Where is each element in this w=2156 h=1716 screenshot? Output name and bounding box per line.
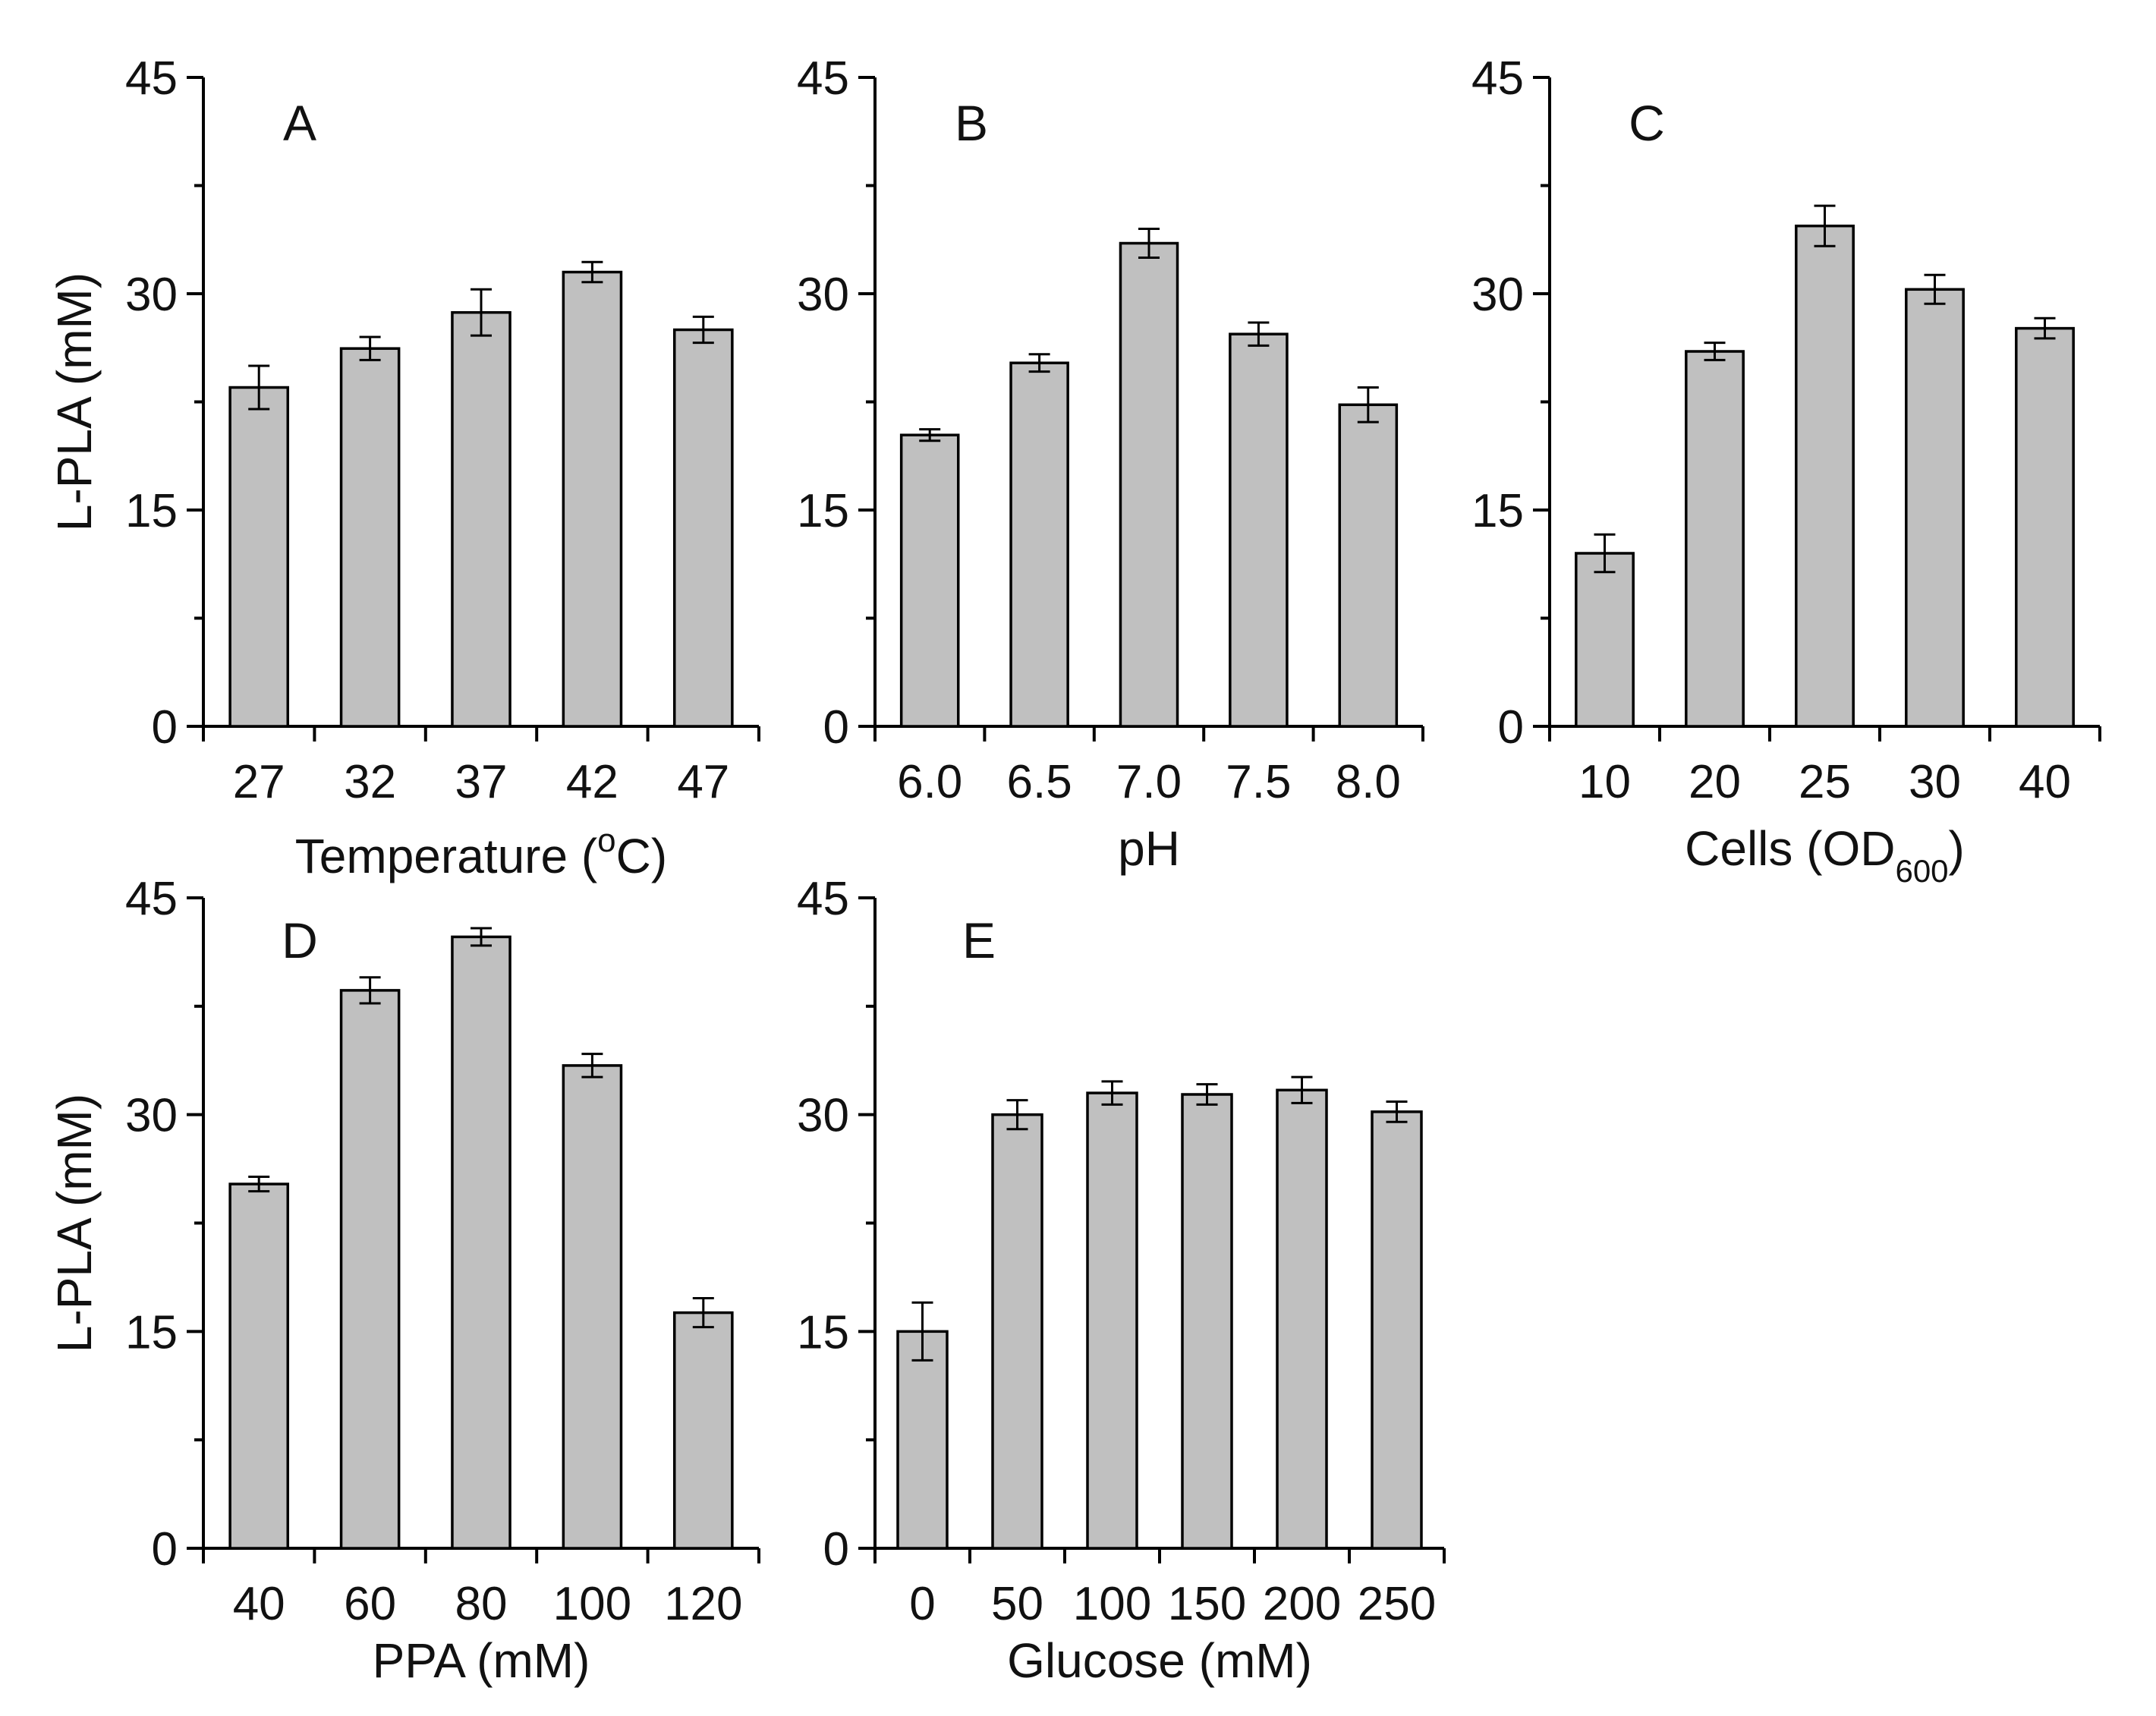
x-tick-label: 120 bbox=[664, 1578, 742, 1630]
x-axis-title: Temperature (oC) bbox=[295, 822, 667, 883]
chart-panel-d: 0 15 30 45 40 60 80 100 120 D PPA (mM) L-PLA (mM) bbox=[47, 873, 760, 1688]
y-tick-label: 45 bbox=[797, 873, 849, 925]
x-tick-label: 100 bbox=[1073, 1578, 1151, 1630]
x-axis-title: Cells (OD600) bbox=[1685, 821, 1965, 889]
x-tick-label: 42 bbox=[566, 756, 618, 808]
y-tick-label: 30 bbox=[1471, 269, 1524, 321]
chart-panel-b: 0 15 30 45 6.0 6.5 7.0 7.5 8.0 BpH bbox=[797, 52, 1424, 876]
bar-6.0 bbox=[899, 433, 960, 728]
y-tick-label: 30 bbox=[125, 269, 178, 321]
x-axis-title: Glucose (mM) bbox=[1007, 1633, 1312, 1688]
y-tick-label: 0 bbox=[152, 701, 178, 754]
bar-27 bbox=[228, 386, 290, 728]
bar-25 bbox=[1795, 224, 1855, 728]
y-tick-label: 0 bbox=[823, 1523, 849, 1576]
bar-6.5 bbox=[1009, 361, 1069, 728]
bar-150 bbox=[1181, 1093, 1233, 1550]
x-tick-label: 6.5 bbox=[1006, 756, 1072, 808]
bar-30 bbox=[1905, 288, 1965, 728]
x-tick-label: 80 bbox=[455, 1578, 508, 1630]
x-axis-title: pH bbox=[1118, 821, 1180, 876]
x-tick-label: 200 bbox=[1263, 1578, 1341, 1630]
bar-20 bbox=[1685, 350, 1745, 728]
chart-panel-c: 0 15 30 45 10 20 25 30 40 C Cells (OD600) bbox=[1471, 52, 2101, 889]
bar-42 bbox=[562, 270, 623, 728]
x-tick-label: 20 bbox=[1689, 756, 1741, 808]
x-tick-label: 150 bbox=[1168, 1578, 1246, 1630]
y-tick-label: 0 bbox=[823, 701, 849, 754]
y-tick-label: 15 bbox=[125, 1306, 178, 1359]
y-tick-label: 30 bbox=[797, 269, 849, 321]
x-tick-label: 37 bbox=[455, 756, 508, 808]
bar-40 bbox=[2015, 326, 2075, 728]
bar-8.0 bbox=[1338, 403, 1399, 728]
y-tick-label: 30 bbox=[125, 1090, 178, 1142]
x-tick-label: 40 bbox=[233, 1578, 285, 1630]
panel-letter: B bbox=[955, 95, 988, 151]
x-tick-label: 40 bbox=[2019, 756, 2071, 808]
y-axis-title: L-PLA (mM) bbox=[47, 1094, 102, 1352]
y-tick-label: 15 bbox=[1471, 485, 1524, 537]
y-tick-label: 30 bbox=[797, 1090, 849, 1142]
y-axis-title: L-PLA (mM) bbox=[47, 272, 102, 531]
x-tick-label: 6.0 bbox=[897, 756, 962, 808]
y-tick-label: 45 bbox=[125, 873, 178, 925]
bar-32 bbox=[339, 347, 401, 728]
bar-37 bbox=[451, 310, 511, 728]
panel-letter: C bbox=[1629, 95, 1665, 151]
x-tick-label: 27 bbox=[233, 756, 285, 808]
bar-0 bbox=[896, 1330, 949, 1550]
x-tick-label: 7.5 bbox=[1226, 756, 1291, 808]
bar-60 bbox=[339, 989, 401, 1550]
y-tick-label: 45 bbox=[125, 52, 178, 105]
bar-7.0 bbox=[1119, 241, 1179, 728]
panel-letter: E bbox=[962, 912, 996, 968]
panel-letter: A bbox=[283, 95, 316, 151]
x-tick-label: 0 bbox=[909, 1578, 935, 1630]
bar-40 bbox=[228, 1182, 290, 1550]
x-tick-label: 7.0 bbox=[1116, 756, 1182, 808]
x-tick-label: 32 bbox=[344, 756, 396, 808]
x-tick-label: 100 bbox=[553, 1578, 631, 1630]
bar-120 bbox=[672, 1311, 734, 1550]
x-tick-label: 30 bbox=[1909, 756, 1961, 808]
bar-47 bbox=[672, 328, 734, 728]
y-tick-label: 15 bbox=[125, 485, 178, 537]
bar-10 bbox=[1575, 552, 1635, 728]
chart-panel-a: 0 15 30 45 27 32 37 42 47 A Temperature (oC) L-PLA … bbox=[47, 52, 760, 883]
bar-7.5 bbox=[1229, 332, 1289, 728]
x-tick-label: 10 bbox=[1578, 756, 1631, 808]
chart-panel-e: 0 15 30 45 0 50 100 150 200 250 E Glucose (mM) bbox=[797, 873, 1446, 1688]
y-tick-label: 15 bbox=[797, 485, 849, 537]
bar-80 bbox=[451, 935, 511, 1550]
x-tick-label: 8.0 bbox=[1336, 756, 1401, 808]
y-tick-label: 0 bbox=[152, 1523, 178, 1576]
y-tick-label: 45 bbox=[1471, 52, 1524, 105]
bar-50 bbox=[991, 1113, 1043, 1550]
bar-250 bbox=[1371, 1110, 1423, 1550]
bar-100 bbox=[562, 1064, 623, 1550]
bar-200 bbox=[1276, 1088, 1328, 1550]
y-tick-label: 15 bbox=[797, 1306, 849, 1359]
y-tick-label: 0 bbox=[1498, 701, 1524, 754]
y-tick-label: 45 bbox=[797, 52, 849, 105]
x-tick-label: 25 bbox=[1799, 756, 1851, 808]
panel-letter: D bbox=[282, 912, 318, 968]
bar-100 bbox=[1086, 1091, 1138, 1550]
x-axis-title: PPA (mM) bbox=[373, 1633, 590, 1688]
x-tick-label: 60 bbox=[344, 1578, 396, 1630]
x-tick-label: 50 bbox=[991, 1578, 1043, 1630]
x-tick-label: 250 bbox=[1358, 1578, 1436, 1630]
x-tick-label: 47 bbox=[677, 756, 729, 808]
